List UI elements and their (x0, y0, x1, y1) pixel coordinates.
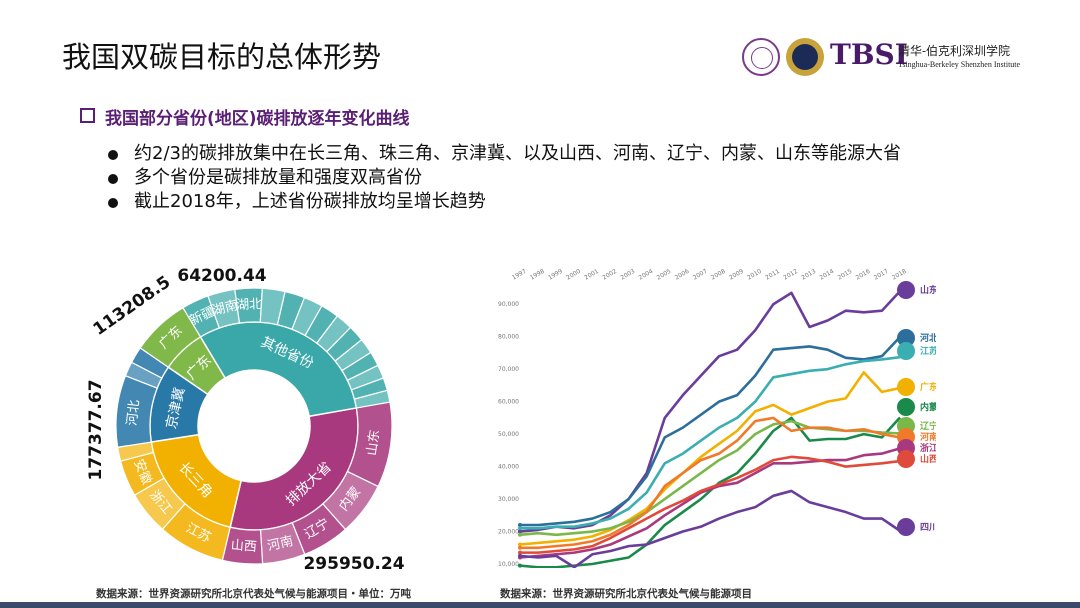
x-tick-label: 2003 (619, 268, 636, 282)
series-start-point (518, 563, 522, 568)
y-tick-label: 50,000 (498, 431, 519, 438)
x-tick-label: 2010 (746, 268, 763, 282)
series-line (520, 355, 901, 530)
y-tick-label: 60,000 (498, 399, 519, 406)
x-tick-label: 2007 (692, 268, 709, 282)
y-tick-label: 80,000 (498, 334, 519, 341)
x-tick-label: 2009 (728, 268, 745, 282)
logo-english-name: Tsinghua-Berkeley Shenzhen Institute (898, 60, 1021, 69)
series-name-label: 辽宁 (920, 420, 936, 432)
logo-chinese-name: 清华-伯克利深圳学院 (898, 44, 1011, 58)
bullet-item: 截止2018年，上述省份碳排放均呈增长趋势 (106, 190, 906, 214)
x-tick-label: 2013 (800, 268, 817, 282)
subheading-text: 我国部分省份(地区)碳排放逐年变化曲线 (105, 109, 410, 129)
berkeley-seal-icon (786, 38, 824, 76)
logo-mark: TBSI (830, 38, 908, 71)
x-tick-label: 2002 (601, 268, 618, 282)
series-end-marker (897, 398, 915, 416)
sunburst-outer-label: 河南 (266, 533, 295, 554)
source-note-left: 数据来源：世界资源研究所北京代表处气候与能源项目・单位：万吨 (96, 588, 411, 600)
x-tick-label: 2015 (837, 268, 854, 282)
series-name-label: 内蒙古 (920, 401, 936, 413)
sunburst-outer-label: 湖南 (211, 297, 240, 319)
bullet-item: 多个省份是碳排放量和强度双高省份 (106, 166, 906, 190)
y-tick-label: 90,000 (498, 301, 519, 308)
series-name-label: 河北 (920, 332, 936, 344)
x-tick-label: 2011 (764, 268, 781, 282)
series-end-marker (897, 329, 915, 347)
x-tick-label: 1997 (511, 268, 528, 282)
square-bullet-icon (80, 108, 95, 123)
series-name-label: 河南 (920, 431, 936, 443)
series-line (520, 455, 901, 554)
x-tick-label: 2008 (710, 268, 727, 282)
tsinghua-seal-icon (742, 38, 780, 76)
sunburst-outer-label: 山东 (365, 429, 383, 457)
bullet-list: 约2/3的碳排放集中在长三角、珠三角、京津冀、以及山西、河南、辽宁、内蒙、山东等… (106, 142, 906, 214)
page-title: 我国双碳目标的总体形势 (62, 40, 382, 74)
series-name-label: 浙江 (920, 442, 936, 454)
x-tick-label: 2000 (565, 268, 582, 282)
x-tick-label: 2001 (583, 268, 600, 282)
sunburst-value-label: 64200.44 (177, 266, 266, 286)
series-start-point (518, 532, 522, 537)
series-start-point (518, 523, 522, 528)
sunburst-outer-label: 河北 (125, 399, 143, 426)
x-tick-label: 2017 (873, 268, 890, 282)
series-line (520, 416, 901, 550)
series-end-marker (897, 450, 915, 468)
x-tick-label: 2006 (674, 268, 691, 282)
series-line (519, 416, 901, 568)
x-tick-label: 2018 (891, 268, 908, 282)
sunburst-outer-label: 湖北 (236, 297, 263, 313)
series-end-marker (897, 378, 915, 396)
subheading: 我国部分省份(地区)碳排放逐年变化曲线 (80, 104, 410, 129)
series-start-point (518, 545, 522, 550)
x-tick-label: 2012 (782, 268, 799, 282)
y-tick-label: 10,000 (498, 561, 519, 568)
footer-bar (0, 602, 1080, 608)
y-tick-label: 20,000 (498, 529, 519, 536)
series-start-point (518, 553, 522, 558)
x-tick-label: 1999 (547, 268, 564, 282)
series-name-label: 四川 (920, 522, 936, 533)
series-start-point (518, 529, 522, 534)
series-end-marker (897, 342, 915, 360)
line-chart: 1997 1998 1999 2000 2001 2002 2003 2004 2005 2006… (498, 268, 936, 568)
series-name-label: 山东 (920, 284, 936, 296)
source-note-right: 数据来源：世界资源研究所北京代表处气候与能源项目 (500, 588, 752, 600)
series-line (519, 489, 901, 568)
sunburst-value-label: 295950.24 (303, 554, 404, 574)
series-name-label: 江苏 (920, 345, 936, 357)
series-line (519, 371, 901, 546)
sunburst-outer-label: 山西 (230, 538, 257, 555)
y-tick-label: 70,000 (498, 366, 519, 373)
series-start-point (518, 526, 522, 531)
y-tick-label: 30,000 (498, 496, 519, 503)
series-end-marker (897, 518, 915, 536)
x-tick-label: 2004 (638, 268, 655, 282)
series-start-point (518, 542, 522, 547)
sunburst-value-label: 177377.67 (86, 379, 106, 480)
sunburst-outer-slice (353, 389, 391, 409)
series-start-point (518, 550, 522, 555)
series-line (519, 447, 901, 559)
series-name-label: 山西 (920, 453, 936, 465)
series-line (519, 290, 901, 533)
x-tick-label: 2016 (855, 268, 872, 282)
series-name-label: 广东 (920, 381, 936, 393)
x-tick-label: 2005 (656, 268, 673, 282)
institute-logo: TBSI 清华-伯克利深圳学院 Tsinghua-Berkeley Shenzh… (742, 36, 1042, 80)
x-tick-label: 1998 (529, 268, 546, 282)
x-tick-label: 2014 (819, 268, 836, 282)
series-line (520, 336, 901, 527)
y-tick-label: 40,000 (498, 464, 519, 471)
series-end-marker (897, 281, 915, 299)
bullet-item: 约2/3的碳排放集中在长三角、珠三角、京津冀、以及山西、河南、辽宁、内蒙、山东等… (106, 142, 906, 166)
